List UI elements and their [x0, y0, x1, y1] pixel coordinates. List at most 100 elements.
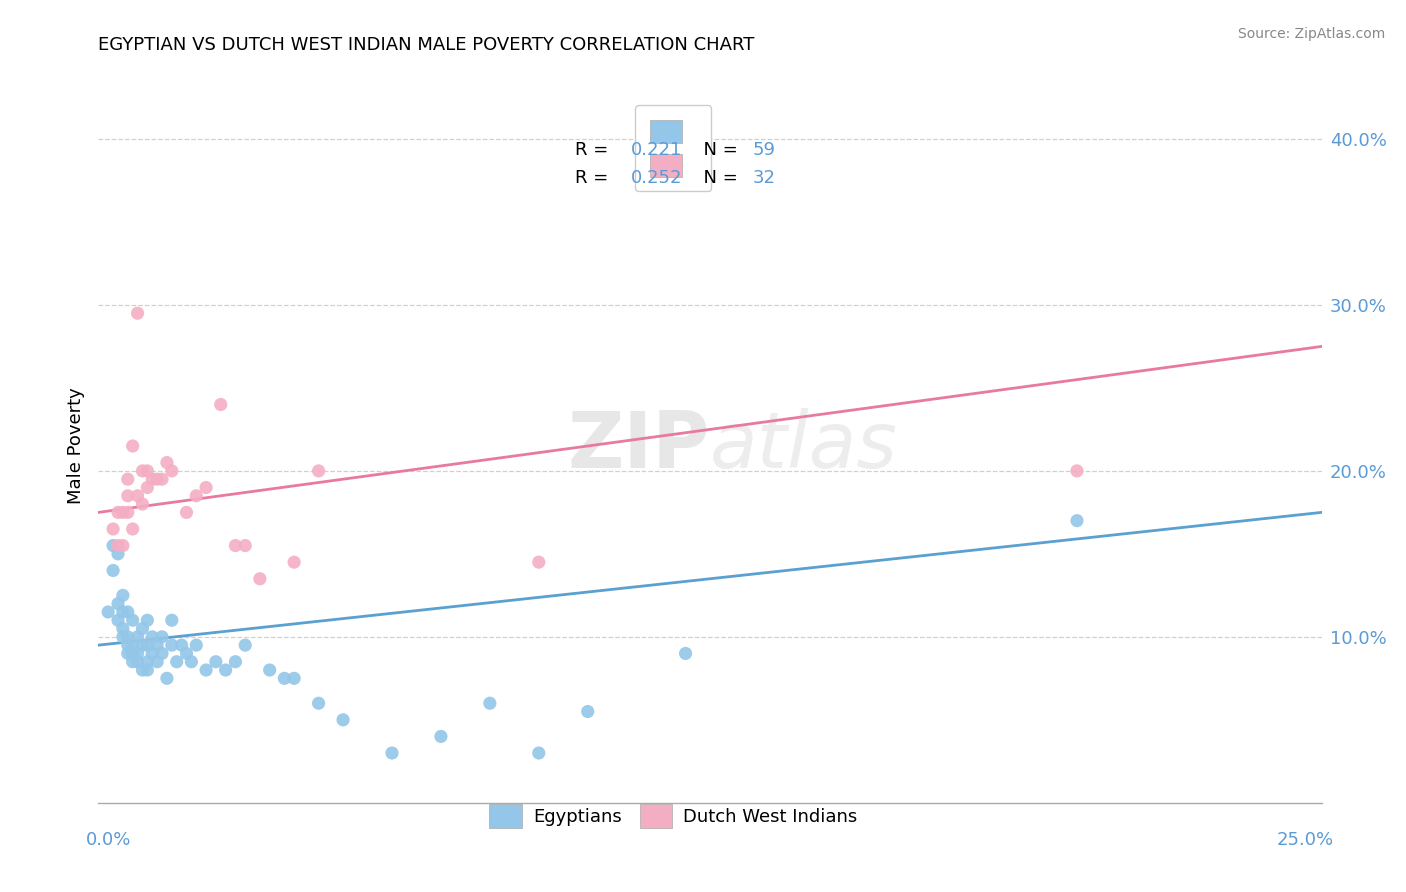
- Point: [111, 539, 134, 553]
- Point: [176, 647, 198, 661]
- Point: [117, 472, 139, 486]
- Point: [156, 456, 179, 470]
- Point: [308, 696, 330, 710]
- Text: N =: N =: [692, 141, 744, 159]
- Point: [121, 638, 143, 652]
- Point: [117, 638, 139, 652]
- Text: 59: 59: [752, 141, 776, 159]
- Point: [111, 630, 134, 644]
- Point: [186, 638, 208, 652]
- Point: [141, 630, 163, 644]
- Point: [308, 464, 330, 478]
- Point: [107, 547, 129, 561]
- Point: [121, 522, 143, 536]
- Point: [107, 613, 129, 627]
- Point: [150, 630, 173, 644]
- Text: N =: N =: [692, 169, 744, 187]
- Point: [121, 655, 143, 669]
- Point: [675, 647, 697, 661]
- Point: [127, 630, 149, 644]
- Point: [117, 505, 139, 519]
- Point: [381, 746, 404, 760]
- Text: ZIP: ZIP: [568, 408, 710, 484]
- Point: [150, 647, 173, 661]
- Point: [150, 472, 173, 486]
- Point: [160, 613, 183, 627]
- Point: [107, 597, 129, 611]
- Point: [101, 539, 124, 553]
- Point: [117, 647, 139, 661]
- Point: [195, 663, 218, 677]
- Text: atlas: atlas: [710, 408, 898, 484]
- Point: [127, 647, 149, 661]
- Point: [136, 464, 159, 478]
- Point: [1066, 464, 1088, 478]
- Point: [160, 638, 183, 652]
- Point: [107, 505, 129, 519]
- Point: [136, 663, 159, 677]
- Point: [576, 705, 599, 719]
- Text: 0.221: 0.221: [630, 141, 682, 159]
- Point: [131, 497, 153, 511]
- Point: [111, 605, 134, 619]
- Point: [170, 638, 193, 652]
- Point: [117, 489, 139, 503]
- Point: [166, 655, 188, 669]
- Point: [430, 730, 453, 744]
- Point: [205, 655, 228, 669]
- Point: [121, 613, 143, 627]
- Point: [131, 464, 153, 478]
- Point: [283, 555, 305, 569]
- Point: [146, 655, 169, 669]
- Point: [233, 539, 256, 553]
- Point: [136, 481, 159, 495]
- Point: [527, 746, 550, 760]
- Point: [259, 663, 281, 677]
- Point: [101, 522, 124, 536]
- Text: 32: 32: [752, 169, 776, 187]
- Y-axis label: Male Poverty: Male Poverty: [66, 388, 84, 504]
- Point: [107, 539, 129, 553]
- Text: 0.252: 0.252: [630, 169, 682, 187]
- Point: [160, 464, 183, 478]
- Point: [117, 605, 139, 619]
- Point: [101, 564, 124, 578]
- Point: [127, 655, 149, 669]
- Point: [214, 663, 236, 677]
- Point: [131, 622, 153, 636]
- Point: [249, 572, 271, 586]
- Point: [136, 638, 159, 652]
- Point: [121, 647, 143, 661]
- Point: [131, 663, 153, 677]
- Point: [224, 655, 246, 669]
- Legend: Egyptians, Dutch West Indians: Egyptians, Dutch West Indians: [481, 796, 866, 837]
- Point: [141, 647, 163, 661]
- Point: [224, 539, 246, 553]
- Point: [121, 439, 143, 453]
- Text: R =: R =: [575, 169, 614, 187]
- Point: [209, 397, 232, 411]
- Point: [111, 588, 134, 602]
- Point: [97, 605, 120, 619]
- Point: [527, 555, 550, 569]
- Point: [117, 630, 139, 644]
- Point: [136, 613, 159, 627]
- Point: [131, 638, 153, 652]
- Point: [136, 655, 159, 669]
- Point: [141, 472, 163, 486]
- Point: [127, 489, 149, 503]
- Point: [273, 671, 295, 685]
- Point: [186, 489, 208, 503]
- Point: [332, 713, 354, 727]
- Point: [195, 481, 218, 495]
- Text: EGYPTIAN VS DUTCH WEST INDIAN MALE POVERTY CORRELATION CHART: EGYPTIAN VS DUTCH WEST INDIAN MALE POVER…: [98, 36, 755, 54]
- Point: [176, 505, 198, 519]
- Text: Source: ZipAtlas.com: Source: ZipAtlas.com: [1237, 27, 1385, 41]
- Text: 25.0%: 25.0%: [1277, 831, 1334, 849]
- Point: [1066, 514, 1088, 528]
- Point: [146, 638, 169, 652]
- Point: [478, 696, 501, 710]
- Point: [127, 306, 149, 320]
- Text: R =: R =: [575, 141, 614, 159]
- Point: [111, 505, 134, 519]
